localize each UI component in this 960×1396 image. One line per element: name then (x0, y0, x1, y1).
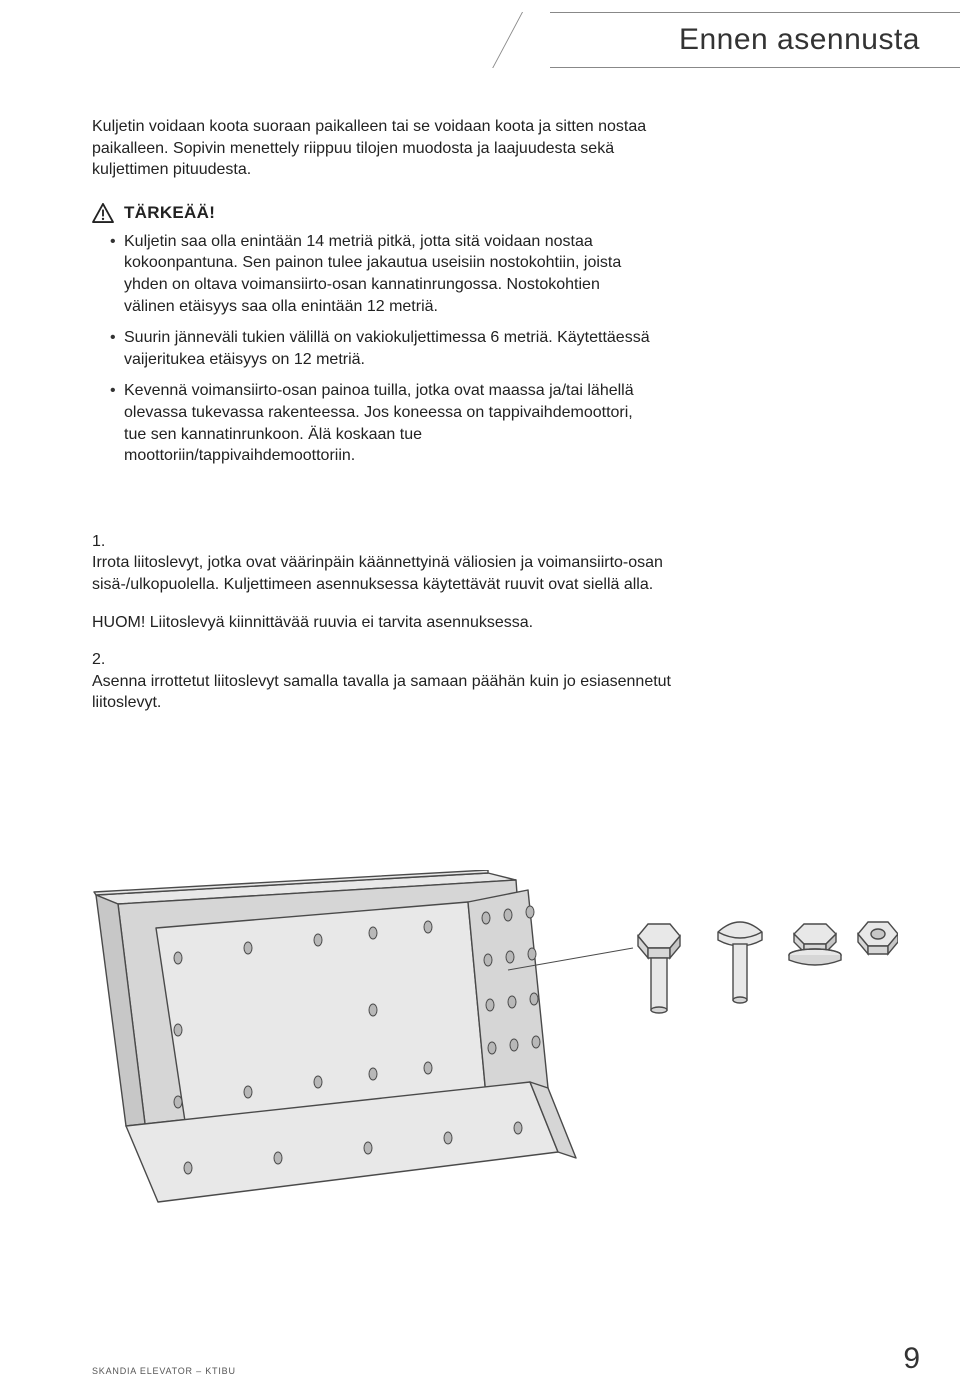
important-heading-row: TÄRKEÄÄ! (92, 203, 652, 223)
important-bullets: Kuljetin saa olla enintään 14 metriä pit… (92, 231, 652, 467)
header-tab: Ennen asennusta (550, 12, 960, 68)
page-number: 9 (903, 1342, 920, 1376)
bullet-item: Suurin jänneväli tukien välillä on vakio… (110, 327, 652, 370)
step-note: HUOM! Liitoslevyä kiinnittävää ruuvia ei… (92, 612, 702, 634)
step-1-text: Irrota liitoslevyt, jotka ovat väärinpäi… (92, 552, 702, 595)
header-title: Ennen asennusta (679, 23, 920, 57)
bullet-item: Kevennä voimansiirto-osan painoa tuilla,… (110, 380, 652, 466)
warning-icon (92, 203, 114, 223)
steps-block: 1. Irrota liitoslevyt, jotka ovat väärin… (92, 531, 702, 714)
main-content: Kuljetin voidaan koota suoraan paikallee… (92, 116, 652, 730)
bullet-item: Kuljetin saa olla enintään 14 metriä pit… (110, 231, 652, 317)
intro-paragraph: Kuljetin voidaan koota suoraan paikallee… (92, 116, 652, 181)
important-title: TÄRKEÄÄ! (124, 203, 215, 223)
footer: SKANDIA ELEVATOR – KTIBU 9 (92, 1342, 920, 1376)
step-2-text: Asenna irrottetut liitoslevyt samalla ta… (92, 671, 702, 714)
assembly-diagram (78, 870, 898, 1250)
footer-left-text: SKANDIA ELEVATOR – KTIBU (92, 1366, 236, 1376)
step-2-number: 2. (92, 649, 702, 671)
important-box: TÄRKEÄÄ! Kuljetin saa olla enintään 14 m… (92, 203, 652, 467)
step-1-number: 1. (92, 531, 702, 553)
